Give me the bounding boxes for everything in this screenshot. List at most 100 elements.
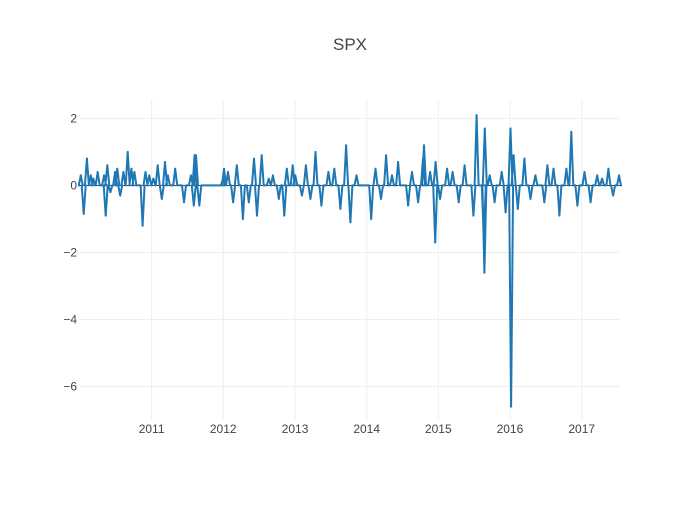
data-point bbox=[114, 171, 117, 174]
data-point bbox=[182, 201, 185, 204]
data-point bbox=[198, 204, 201, 207]
data-point bbox=[116, 167, 119, 170]
data-point bbox=[411, 171, 414, 174]
data-point bbox=[422, 144, 425, 147]
data-point bbox=[277, 197, 280, 200]
data-point bbox=[576, 204, 579, 207]
data-point bbox=[119, 194, 122, 197]
data-point bbox=[596, 174, 599, 177]
data-point bbox=[463, 164, 466, 167]
data-point bbox=[253, 157, 256, 160]
data-point bbox=[512, 154, 515, 157]
x-tick-label: 2011 bbox=[139, 422, 165, 436]
data-point bbox=[417, 201, 420, 204]
x-tick-label: 2015 bbox=[425, 422, 452, 436]
data-point bbox=[85, 157, 88, 160]
data-point bbox=[339, 207, 342, 210]
data-point bbox=[130, 167, 133, 170]
data-point bbox=[241, 217, 244, 220]
chart-title: SPX bbox=[333, 35, 367, 54]
data-point bbox=[397, 160, 400, 163]
data-point bbox=[255, 214, 258, 217]
data-point bbox=[385, 154, 388, 157]
x-tick-label: 2013 bbox=[282, 422, 309, 436]
data-point bbox=[618, 174, 621, 177]
data-point bbox=[285, 167, 288, 170]
data-point bbox=[345, 144, 348, 147]
data-point bbox=[607, 167, 610, 170]
data-point bbox=[89, 174, 92, 177]
data-point bbox=[309, 197, 312, 200]
data-point bbox=[260, 154, 263, 157]
data-point bbox=[156, 164, 159, 167]
data-point bbox=[565, 167, 568, 170]
data-point bbox=[534, 174, 537, 177]
data-point bbox=[104, 214, 107, 217]
data-point bbox=[223, 167, 226, 170]
data-point bbox=[434, 241, 437, 244]
y-tick-label: −6 bbox=[63, 379, 77, 393]
data-point bbox=[439, 197, 442, 200]
data-point bbox=[109, 191, 112, 194]
data-point bbox=[327, 171, 330, 174]
data-point bbox=[192, 204, 195, 207]
data-point bbox=[510, 405, 513, 408]
y-tick-labels: 2 0 −2 −4 −6 bbox=[63, 111, 77, 393]
x-tick-labels: 2011 2012 2013 2014 2015 2016 2017 bbox=[139, 422, 596, 436]
data-point bbox=[570, 130, 573, 133]
x-tick-label: 2017 bbox=[568, 422, 595, 436]
series-line bbox=[77, 114, 622, 408]
x-tick-label: 2016 bbox=[497, 422, 524, 436]
data-point bbox=[380, 197, 383, 200]
data-point bbox=[141, 224, 144, 227]
data-point bbox=[144, 171, 147, 174]
data-point bbox=[96, 171, 99, 174]
data-point bbox=[304, 164, 307, 167]
data-point bbox=[475, 114, 478, 117]
data-point bbox=[232, 201, 235, 204]
data-point bbox=[106, 164, 109, 167]
data-point bbox=[271, 174, 274, 177]
data-point bbox=[493, 201, 496, 204]
data-point bbox=[133, 171, 136, 174]
data-point bbox=[235, 164, 238, 167]
data-point bbox=[589, 201, 592, 204]
data-point bbox=[601, 177, 604, 180]
data-point bbox=[126, 150, 129, 153]
data-point bbox=[148, 174, 151, 177]
data-point bbox=[483, 271, 486, 274]
x-tick-label: 2014 bbox=[353, 422, 380, 436]
data-point bbox=[552, 167, 555, 170]
data-point bbox=[504, 211, 507, 214]
data-point bbox=[355, 174, 358, 177]
data-point bbox=[523, 157, 526, 160]
data-point bbox=[92, 177, 95, 180]
data-point bbox=[349, 221, 352, 224]
data-point bbox=[529, 197, 532, 200]
data-point bbox=[390, 174, 393, 177]
y-tick-label: 2 bbox=[70, 111, 77, 125]
data-point bbox=[516, 207, 519, 210]
data-point bbox=[543, 201, 546, 204]
y-tick-label: 0 bbox=[70, 178, 77, 192]
data-point bbox=[612, 194, 615, 197]
data-point bbox=[226, 171, 229, 174]
data-point bbox=[407, 204, 410, 207]
data-point bbox=[300, 194, 303, 197]
data-point bbox=[558, 214, 561, 217]
data-point bbox=[174, 167, 177, 170]
y-tick-label: −4 bbox=[63, 312, 77, 326]
data-point bbox=[483, 127, 486, 130]
data-point bbox=[122, 171, 125, 174]
data-point bbox=[314, 150, 317, 153]
data-point bbox=[193, 154, 196, 157]
data-point bbox=[333, 167, 336, 170]
data-point bbox=[291, 164, 294, 167]
grid-layer bbox=[80, 100, 620, 420]
series-layer bbox=[77, 114, 622, 408]
data-point bbox=[509, 127, 512, 130]
x-tick-label: 2012 bbox=[210, 422, 237, 436]
data-point bbox=[163, 160, 166, 163]
